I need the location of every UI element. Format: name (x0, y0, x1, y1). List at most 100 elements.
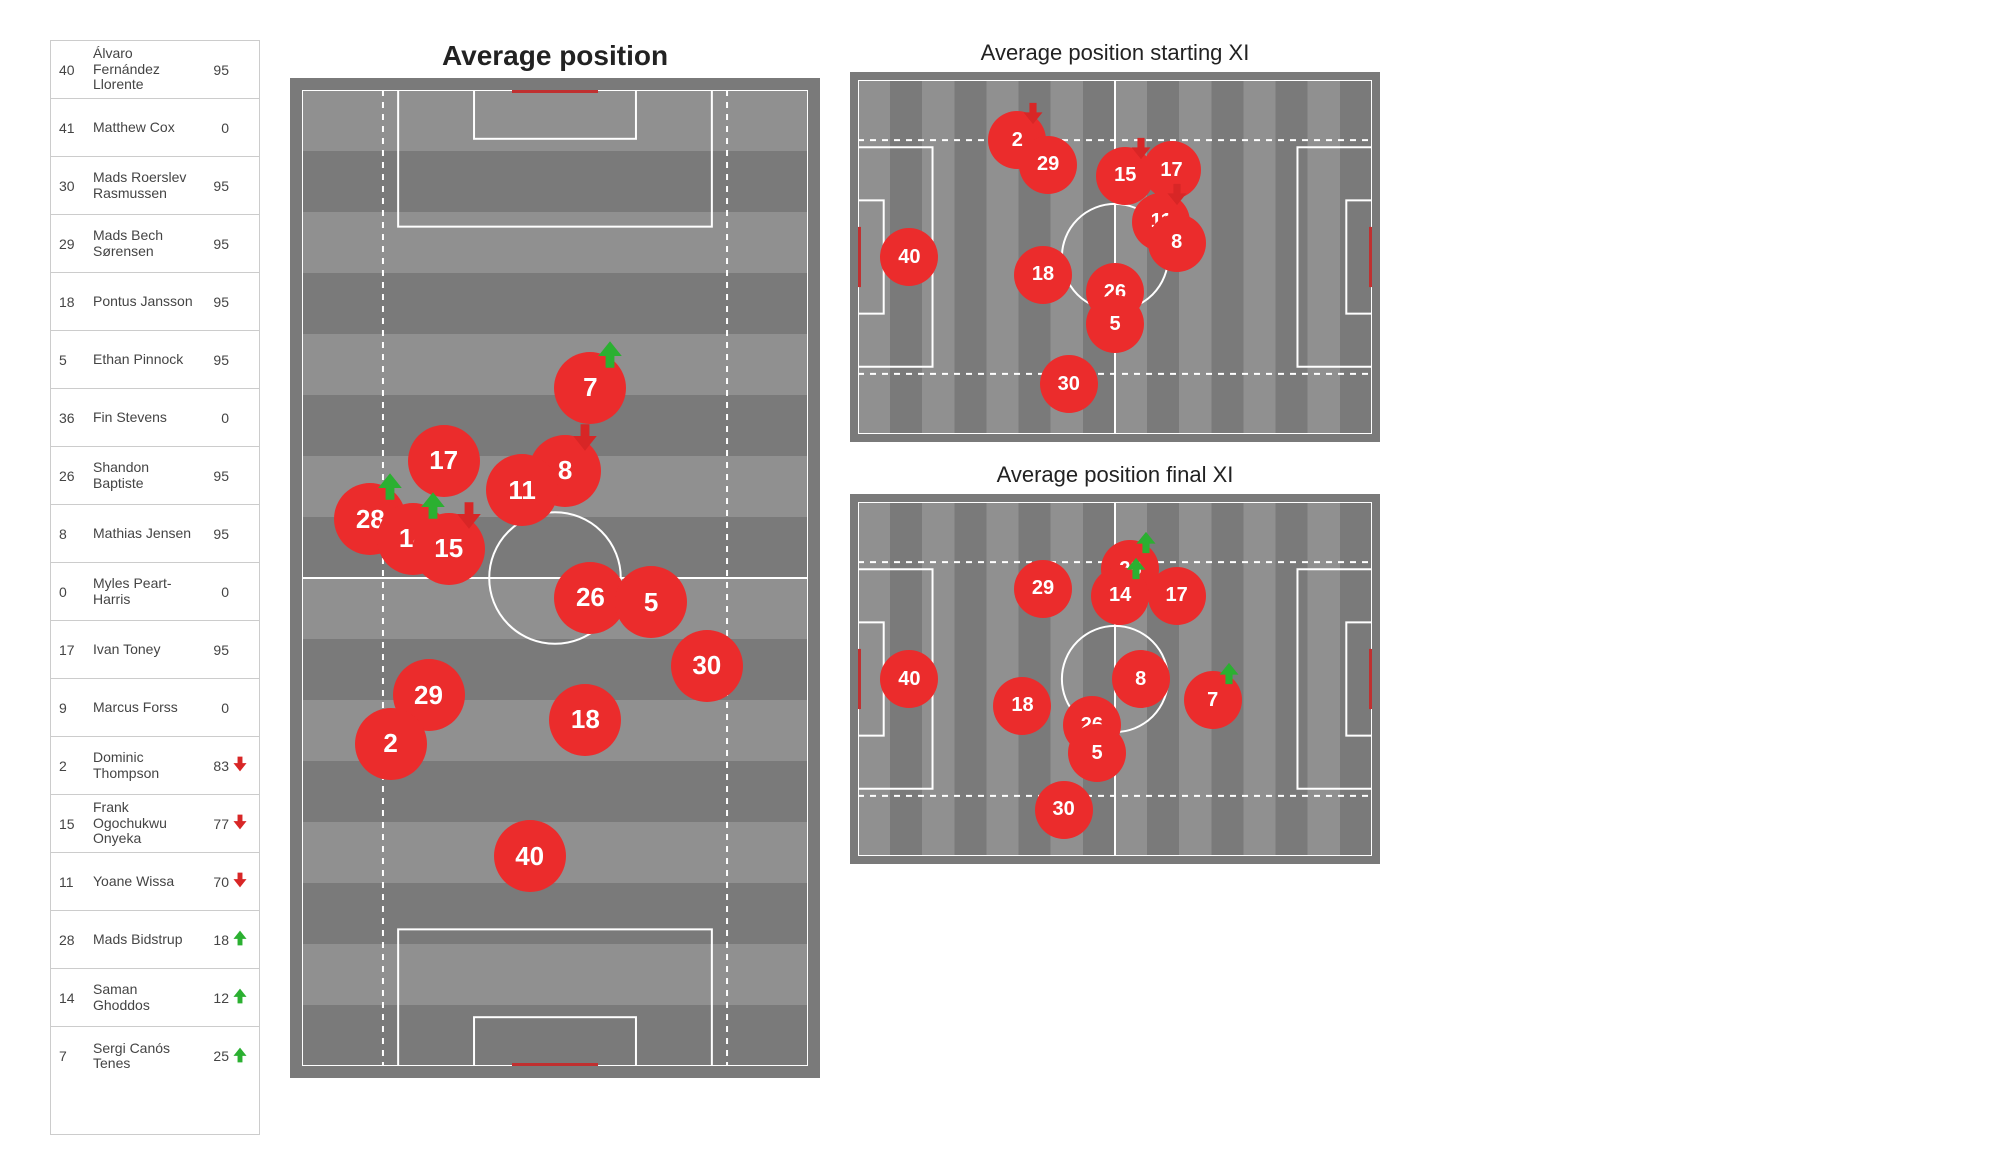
player-marker: 18 (993, 677, 1051, 735)
player-marker: 29 (1019, 136, 1077, 194)
player-row: 26Shandon Baptiste95 (51, 447, 259, 505)
marker-number: 2 (383, 728, 397, 759)
marker-number: 40 (898, 668, 920, 691)
player-table: 40Álvaro Fernández Llorente9541Matthew C… (50, 40, 260, 1135)
marker-number: 2 (1012, 129, 1023, 152)
marker-number: 8 (1135, 668, 1146, 691)
player-number: 29 (59, 236, 87, 252)
player-number: 18 (59, 294, 87, 310)
player-minutes: 83 (203, 758, 229, 774)
player-row: 29Mads Bech Sørensen95 (51, 215, 259, 273)
sub-in-icon (229, 987, 251, 1008)
player-marker: 11 (486, 454, 558, 526)
player-name: Mads Bidstrup (87, 932, 203, 947)
player-name: Matthew Cox (87, 120, 203, 135)
player-row: 5Ethan Pinnock95 (51, 331, 259, 389)
marker-number: 15 (1114, 164, 1136, 187)
marker-number: 14 (1109, 584, 1131, 607)
player-minutes: 95 (203, 236, 229, 252)
player-minutes: 0 (203, 120, 229, 136)
player-row: 36Fin Stevens0 (51, 389, 259, 447)
player-name: Ivan Toney (87, 642, 203, 657)
player-name: Yoane Wissa (87, 874, 203, 889)
player-number: 15 (59, 816, 87, 832)
player-name: Álvaro Fernández Llorente (87, 46, 203, 92)
final-pitch-wrapper: Average position final XI 28291417408718… (850, 462, 1380, 864)
sub-in-icon (594, 338, 626, 375)
player-marker: 5 (615, 566, 687, 638)
final-pitch-title: Average position final XI (997, 462, 1234, 488)
player-name: Mathias Jensen (87, 526, 203, 541)
player-number: 41 (59, 120, 87, 136)
starting-pitch-wrapper: Average position starting XI 22915171184… (850, 40, 1380, 442)
sub-in-icon (1216, 660, 1242, 691)
player-minutes: 95 (203, 642, 229, 658)
player-minutes: 12 (203, 990, 229, 1006)
player-marker: 8 (1148, 214, 1206, 272)
player-name: Myles Peart-Harris (87, 576, 203, 607)
player-minutes: 77 (203, 816, 229, 832)
player-marker: 8 (1112, 650, 1170, 708)
player-name: Sergi Canós Tenes (87, 1041, 203, 1072)
player-minutes: 0 (203, 410, 229, 426)
sub-out-icon (452, 499, 484, 536)
player-row: 18Pontus Jansson95 (51, 273, 259, 331)
player-minutes: 0 (203, 700, 229, 716)
sub-out-icon (1128, 135, 1154, 166)
player-minutes: 70 (203, 874, 229, 890)
player-row: 2Dominic Thompson83 (51, 737, 259, 795)
player-row: 28Mads Bidstrup18 (51, 911, 259, 969)
sub-in-icon (1123, 556, 1149, 587)
player-number: 9 (59, 700, 87, 716)
player-number: 40 (59, 62, 87, 78)
marker-number: 40 (898, 246, 920, 269)
marker-number: 18 (1011, 694, 1033, 717)
marker-number: 7 (583, 372, 597, 403)
player-minutes: 95 (203, 526, 229, 542)
player-row: 41Matthew Cox0 (51, 99, 259, 157)
sub-out-icon (569, 421, 601, 458)
sub-out-icon (229, 813, 251, 834)
main-pitch-column: Average position 71781128141526530291824… (290, 40, 820, 1135)
marker-number: 29 (1032, 577, 1054, 600)
sub-out-icon (1020, 100, 1046, 131)
player-row: 40Álvaro Fernández Llorente95 (51, 41, 259, 99)
player-number: 8 (59, 526, 87, 542)
sub-out-icon (1164, 181, 1190, 212)
marker-number: 29 (414, 680, 443, 711)
player-marker: 18 (549, 684, 621, 756)
marker-number: 40 (515, 841, 544, 872)
player-marker: 29 (1014, 560, 1072, 618)
sub-out-icon (229, 755, 251, 776)
player-name: Shandon Baptiste (87, 460, 203, 491)
marker-number: 29 (1037, 153, 1059, 176)
player-marker: 30 (671, 630, 743, 702)
player-name: Fin Stevens (87, 410, 203, 425)
player-name: Mads Roerslev Rasmussen (87, 170, 203, 201)
player-marker: 5 (1086, 295, 1144, 353)
player-minutes: 0 (203, 584, 229, 600)
player-number: 7 (59, 1048, 87, 1064)
marker-number: 5 (1091, 742, 1102, 765)
player-name: Frank Ogochukwu Onyeka (87, 800, 203, 846)
player-marker: 40 (880, 650, 938, 708)
sub-in-icon (417, 490, 449, 527)
player-row: 9Marcus Forss0 (51, 679, 259, 737)
player-marker: 5 (1068, 724, 1126, 782)
marker-number: 17 (1160, 159, 1182, 182)
player-minutes: 18 (203, 932, 229, 948)
player-marker: 40 (494, 820, 566, 892)
player-name: Dominic Thompson (87, 750, 203, 781)
right-column: Average position starting XI 22915171184… (850, 40, 1380, 1135)
player-number: 28 (59, 932, 87, 948)
player-marker: 17 (408, 425, 480, 497)
player-marker: 30 (1040, 355, 1098, 413)
player-number: 36 (59, 410, 87, 426)
player-number: 0 (59, 584, 87, 600)
marker-number: 11 (508, 475, 536, 506)
player-marker: 17 (1148, 567, 1206, 625)
player-name: Mads Bech Sørensen (87, 228, 203, 259)
player-name: Pontus Jansson (87, 294, 203, 309)
player-number: 26 (59, 468, 87, 484)
player-minutes: 95 (203, 294, 229, 310)
